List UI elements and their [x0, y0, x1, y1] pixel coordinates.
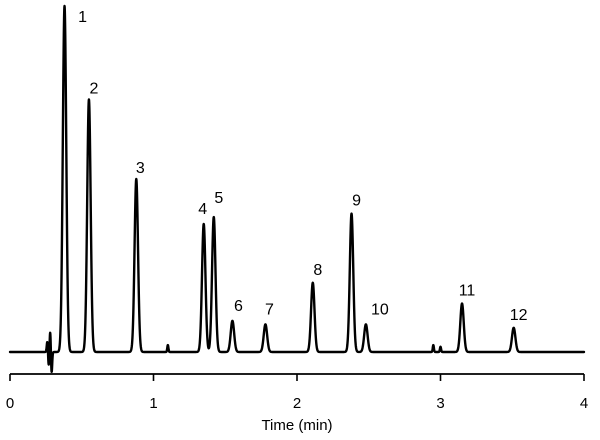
peak-label: 11	[459, 283, 476, 300]
x-tick-label: 1	[149, 395, 157, 412]
x-tick-label: 3	[436, 395, 444, 412]
chromatogram-trace	[8, 4, 586, 374]
peak-label: 6	[234, 298, 243, 315]
x-tick-label: 2	[293, 395, 301, 412]
x-tick-label: 4	[580, 395, 588, 412]
peak-label: 7	[265, 301, 274, 318]
peak-label: 1	[78, 9, 87, 26]
peak-label: 2	[89, 80, 98, 97]
peak-label: 4	[198, 201, 207, 218]
x-tick-label: 0	[6, 395, 14, 412]
x-axis-title: Time (min)	[261, 417, 332, 434]
peak-label: 10	[371, 301, 389, 318]
peak-label: 12	[510, 307, 528, 324]
peak-label: 3	[136, 160, 145, 177]
plot-area	[8, 4, 586, 374]
peak-label: 8	[313, 262, 322, 279]
peak-label: 5	[214, 190, 223, 207]
peak-label: 9	[352, 193, 361, 210]
x-axis-ticks: 0 1 2 3 4	[6, 374, 588, 412]
